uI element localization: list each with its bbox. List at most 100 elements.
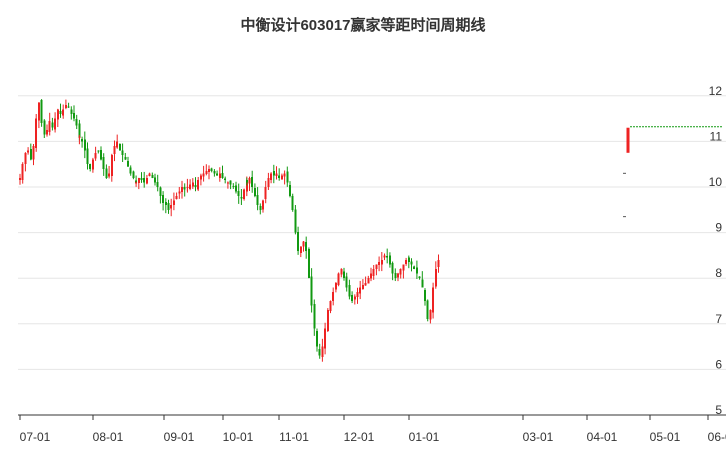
- candle: [394, 268, 397, 282]
- candle: [186, 178, 189, 193]
- candle: [24, 152, 27, 172]
- candle: [205, 164, 208, 176]
- candle: [100, 146, 102, 161]
- candle: [29, 143, 32, 161]
- candle: [316, 328, 318, 352]
- candle: [370, 267, 372, 282]
- candle: [429, 309, 432, 324]
- x-tick-label: 01-01: [409, 430, 440, 444]
- candle: [216, 170, 219, 176]
- candle: [51, 117, 54, 131]
- candle: [361, 279, 364, 290]
- candle: [326, 308, 329, 333]
- candle: [151, 172, 154, 179]
- candle: [199, 173, 202, 186]
- chart-title: 中衡设计603017嬴家等距时间周期线: [240, 17, 486, 34]
- candle: [399, 268, 402, 279]
- x-tick-label: 11-01: [279, 430, 309, 444]
- candle: [275, 166, 278, 180]
- y-axis: 5 6 7 8 9 10 11 12: [709, 84, 723, 417]
- candle: [351, 291, 354, 304]
- candle: [270, 172, 273, 184]
- candle: [48, 112, 51, 136]
- x-tick-label: 12-01: [344, 430, 375, 444]
- y-tick-label: 5: [715, 403, 722, 417]
- candle: [143, 171, 146, 188]
- candle: [202, 165, 205, 182]
- candle: [21, 162, 24, 184]
- candle: [297, 226, 300, 255]
- candle: [313, 299, 316, 336]
- y-tick-label: 6: [715, 357, 722, 371]
- candle: [240, 188, 243, 205]
- candle: [413, 265, 416, 270]
- candle: [224, 176, 227, 184]
- x-tick-label: 09-01: [164, 430, 195, 444]
- candle: [434, 261, 437, 289]
- candle: [83, 131, 86, 159]
- candle: [113, 140, 116, 162]
- candle: [256, 187, 259, 211]
- candle: [248, 176, 251, 191]
- candle: [321, 338, 324, 362]
- candle: [59, 103, 62, 118]
- candle: [232, 183, 235, 189]
- x-tick-label: 10-01: [223, 430, 254, 444]
- candle: [137, 177, 140, 190]
- candle: [391, 261, 394, 281]
- candle: [280, 173, 283, 180]
- candle: [167, 199, 170, 214]
- candle: [291, 193, 294, 212]
- candle: [175, 192, 178, 200]
- candle: [424, 288, 426, 306]
- candle: [283, 170, 286, 185]
- candle: [46, 124, 48, 137]
- candle: [27, 147, 30, 155]
- x-tick-label: 06-01: [708, 430, 726, 444]
- projection-spike: [626, 127, 630, 153]
- candle: [40, 99, 43, 127]
- candle: [267, 172, 270, 191]
- candle: [388, 252, 391, 268]
- candle: [121, 143, 124, 163]
- candle: [378, 256, 381, 272]
- candle: [62, 104, 65, 119]
- candle: [286, 166, 289, 187]
- candle: [105, 164, 108, 179]
- candle: [324, 322, 327, 355]
- candle: [124, 152, 127, 161]
- candle: [135, 181, 138, 187]
- candle: [213, 169, 216, 177]
- candle: [108, 165, 111, 179]
- candle: [426, 299, 429, 322]
- candle: [243, 188, 246, 201]
- x-axis: [18, 414, 726, 420]
- x-tick-label: 04-01: [587, 430, 618, 444]
- candle: [402, 264, 405, 279]
- candle: [226, 181, 229, 189]
- candle: [334, 282, 337, 293]
- candle: [159, 186, 162, 204]
- candle: [43, 119, 46, 139]
- x-tick-label: 08-01: [93, 430, 124, 444]
- candle: [318, 343, 321, 359]
- candle: [194, 177, 197, 192]
- candle: [397, 272, 399, 282]
- candle: [154, 173, 156, 186]
- candle: [245, 177, 248, 186]
- candle: [170, 198, 173, 217]
- candle: [164, 198, 167, 214]
- candle: [305, 236, 308, 259]
- candle: [110, 153, 113, 182]
- candle: [437, 254, 440, 273]
- candle: [156, 174, 159, 192]
- projection-marks: [623, 126, 722, 218]
- candle: [237, 183, 240, 204]
- grid-lines: [18, 95, 726, 370]
- candle: [73, 105, 75, 122]
- candle: [148, 172, 151, 177]
- candle: [359, 280, 362, 300]
- candle: [372, 265, 375, 280]
- candle: [127, 156, 129, 168]
- x-tick-labels: 07-01 08-01 09-01 10-01 11-01 12-01 01-01 03-01…: [20, 430, 726, 444]
